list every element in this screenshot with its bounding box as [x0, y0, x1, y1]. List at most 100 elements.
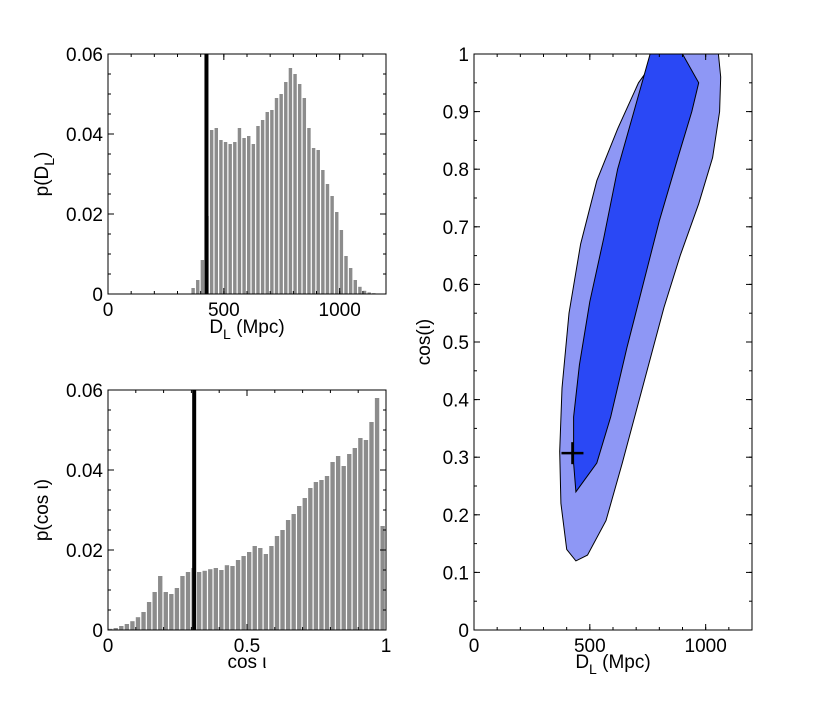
cosi-histogram-bar [225, 565, 229, 630]
cosi-histogram-bar [164, 592, 168, 630]
cosi-histogram-bar [358, 438, 362, 630]
dl-histogram-bar [256, 126, 259, 294]
cosi-histogram-bar [291, 514, 295, 630]
dl-histogram-bar [354, 280, 357, 294]
cosi-histogram-bar [286, 520, 290, 630]
cosi-histogram-bar [314, 482, 318, 630]
dl-histogram-bar [293, 74, 296, 294]
dl-histogram-bar [233, 142, 236, 294]
cosi-histogram-bar [380, 526, 384, 630]
cosi-histogram-bar [264, 554, 268, 630]
dl-histogram-bar [266, 112, 269, 294]
dl-histogram-bar [344, 256, 347, 294]
cosi-histogram-y-tick-label: 0.04 [66, 461, 103, 482]
cosi-histogram-bar [364, 440, 368, 630]
dl-histogram-x-tick-label: 0 [103, 300, 114, 321]
cosi-histogram-bar [130, 621, 134, 630]
dl-histogram-bar [270, 110, 273, 294]
dl-ylabel-tail: ) [32, 152, 53, 158]
cosi-histogram-bar [152, 592, 156, 630]
cosi-histogram-bar [158, 576, 162, 630]
cosi-histogram-bar [147, 602, 151, 630]
cosi-histogram-bar [186, 572, 190, 630]
dl-histogram-bar [307, 128, 310, 294]
dl-histogram-bar [196, 280, 199, 294]
cosi-histogram-bar [258, 548, 262, 630]
cosi-histogram-y-tick-label: 0 [92, 621, 103, 642]
joint-y-tick-label: 0.6 [443, 275, 469, 296]
cosi-histogram-bar [269, 546, 273, 630]
joint-x-tick-label: 0 [469, 636, 480, 657]
cosi-histogram-bar [342, 466, 346, 630]
joint-y-tick-label: 0.3 [443, 448, 469, 469]
cosi-histogram-bar [347, 454, 351, 630]
dl-histogram-bar [215, 128, 218, 294]
cosi-histogram-bar [175, 588, 179, 630]
dl-ylabel-sub: L [41, 158, 57, 166]
cosi-histogram-bar [230, 566, 234, 630]
joint-y-tick-label: 0.1 [443, 563, 469, 584]
cosi-histogram-x-tick-label: 1 [381, 636, 392, 657]
joint-x-tick-label: 1000 [685, 636, 727, 657]
joint-xlabel: DL (Mpc) [575, 652, 650, 677]
dl-xlabel-sub: L [223, 326, 231, 342]
cosi-histogram-x-tick-label: 0 [103, 636, 114, 657]
dl-histogram-bar [228, 144, 231, 294]
dl-histogram-y-tick-label: 0 [92, 285, 103, 306]
cosi-histogram-bar [214, 568, 218, 630]
credible-regions [560, 54, 721, 561]
dl-histogram-bar [224, 142, 227, 294]
dl-histogram-xlabel: DL (Mpc) [209, 317, 284, 342]
cosi-histogram-bar [336, 456, 340, 630]
dl-xlabel-tail: (Mpc) [231, 317, 285, 338]
dl-histogram-bar [242, 138, 245, 294]
dl-histogram-bar [312, 148, 315, 294]
cosi-histogram-bar [141, 612, 145, 630]
dl-histogram-bar [326, 184, 329, 294]
dl-histogram-bar [349, 268, 352, 294]
dl-histogram-y-tick-label: 0.02 [66, 205, 103, 226]
dl-histogram-bar [298, 84, 301, 294]
dl-histogram-bar [303, 98, 306, 294]
cosi-histogram-bar [280, 530, 284, 630]
joint-y-tick-label: 0.5 [443, 333, 469, 354]
joint-y-tick-label: 0.8 [443, 160, 469, 181]
dl-histogram-x-tick-label: 1000 [319, 300, 361, 321]
dl-histogram-bar [219, 140, 222, 294]
cosi-histogram-bar [208, 569, 212, 630]
cosi-histogram-bar [180, 576, 184, 630]
dl-xlabel-main: D [209, 317, 223, 338]
dl-histogram-bar [289, 68, 292, 294]
dl-histogram-bar [284, 82, 287, 294]
cosi-histogram-bar [197, 572, 201, 630]
cosi-histogram-bar [369, 422, 373, 630]
joint-y-tick-label: 0 [458, 621, 469, 642]
dl-histogram-bar [317, 150, 320, 294]
dl-ylabel-main: p(D [32, 166, 53, 197]
cosi-histogram-bar [136, 617, 140, 630]
dl-histogram-bar [252, 144, 255, 294]
joint-y-tick-label: 0.7 [443, 218, 469, 239]
cosi-histogram-bar [125, 624, 129, 630]
cosi-histogram-xlabel: cos ι [227, 652, 266, 673]
dl-histogram-bar [358, 287, 361, 294]
dl-histogram-bar [261, 120, 264, 294]
joint-xlabel-tail: (Mpc) [597, 652, 651, 673]
cosi-histogram-bar [169, 594, 173, 630]
dl-histogram-bar [279, 94, 282, 294]
dl-histogram-bar [335, 212, 338, 294]
cosi-histogram-y-tick-label: 0.06 [66, 381, 103, 402]
dl-histogram-bar [275, 98, 278, 294]
joint-y-tick-label: 0.9 [443, 103, 469, 124]
cosi-histogram-bar [325, 476, 329, 630]
joint-y-tick-label: 1 [458, 45, 469, 66]
dl-histogram-bar [238, 128, 241, 294]
cosi-histogram-ylabel: p(cos ι) [32, 479, 53, 541]
cosi-histogram-bar [308, 488, 312, 630]
joint-xlabel-sub: L [589, 661, 597, 677]
cosi-histogram-bar [253, 546, 257, 630]
cosi-histogram-bar [241, 556, 245, 630]
